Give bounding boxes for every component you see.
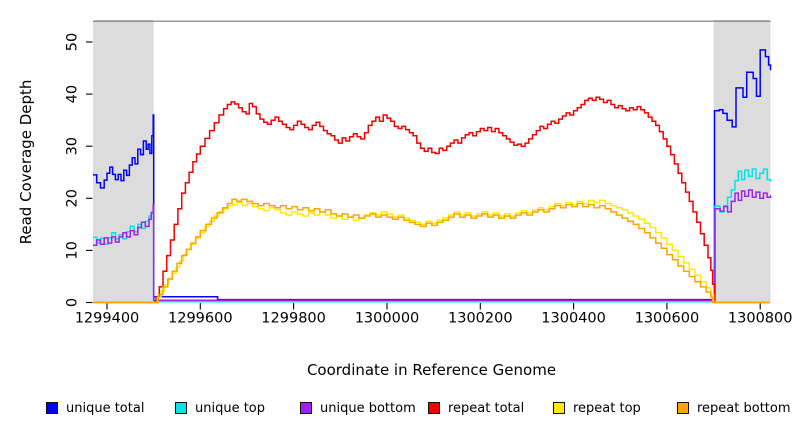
legend-item-unique-total: unique total [46, 400, 144, 416]
legend-item-unique-top: unique top [175, 400, 265, 416]
x-tick-label: 1300000 [355, 311, 420, 327]
x-tick-label: 1300200 [448, 311, 513, 327]
y-tick-label: 20 [65, 189, 81, 207]
series-unique-bottom [93, 189, 772, 301]
series-unique-total [93, 49, 772, 301]
legend-label: repeat top [573, 400, 641, 416]
series-unique-top [93, 168, 772, 303]
repeat-total-swatch [428, 402, 440, 414]
y-axis-title: Read Coverage Depth [17, 79, 35, 245]
unique-total-swatch [46, 402, 58, 414]
shaded-region [93, 19, 154, 303]
series-repeat-top [93, 199, 770, 304]
x-tick-label: 1299400 [75, 311, 140, 327]
x-tick-label: 1299600 [168, 311, 233, 327]
legend-item-repeat-bottom: repeat bottom [677, 400, 791, 416]
unique-bottom-swatch [300, 402, 312, 414]
legend-label: unique bottom [320, 400, 416, 416]
legend-label: repeat total [448, 400, 525, 416]
shaded-region [713, 19, 771, 303]
legend-item-repeat-top: repeat top [553, 400, 641, 416]
repeat-top-swatch [553, 402, 565, 414]
x-tick-label: 1300600 [635, 311, 700, 327]
series-repeat-total [93, 96, 770, 304]
y-tick-label: 0 [65, 298, 81, 307]
legend-label: repeat bottom [697, 400, 791, 416]
repeat-bottom-swatch [677, 402, 689, 414]
x-tick-label: 1300800 [728, 311, 792, 327]
x-axis-title: Coordinate in Reference Genome [306, 361, 557, 379]
series-repeat-bottom [93, 198, 770, 304]
x-tick-label: 1300400 [541, 311, 606, 327]
legend-item-repeat-total: repeat total [428, 400, 524, 416]
y-tick-label: 50 [65, 33, 81, 51]
legend: unique total unique top unique bottom re… [0, 400, 792, 418]
legend-label: unique top [195, 400, 266, 416]
legend-label: unique total [66, 400, 145, 416]
unique-top-swatch [175, 402, 187, 414]
y-tick-label: 30 [65, 137, 81, 155]
y-tick-label: 10 [65, 241, 81, 259]
y-tick-label: 40 [65, 85, 81, 103]
legend-item-unique-bottom: unique bottom [300, 400, 416, 416]
x-tick-label: 1299800 [261, 311, 326, 327]
